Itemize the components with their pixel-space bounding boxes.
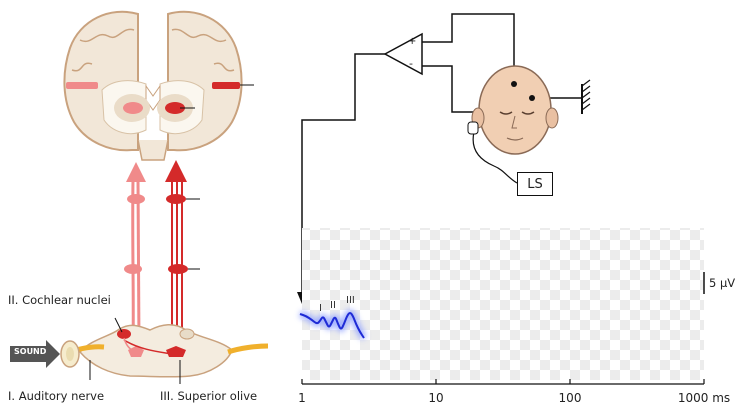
auditory-nerve-label: I. Auditory nerve [8,389,105,403]
axis-tick-label: 1000 ms [677,391,731,405]
dark-relay-2 [168,264,188,274]
ground-icon [581,79,591,111]
loudspeaker-box: LS [517,172,553,196]
axis-tick-label: 100 [558,391,582,405]
light-relay-2 [124,264,142,274]
peak-label-2: II [330,300,336,311]
light-relay-1 [127,194,145,204]
right-mgn [165,102,185,114]
scale-bar-label: 5 µV [709,276,736,290]
amp-minus-label: - [409,57,413,70]
cochlear-nucleus-right [179,328,195,340]
cochlear-nucleus-left [117,329,131,339]
sound-label: SOUND [14,347,47,356]
amp-plus-label: + [408,36,417,47]
brainstem-section [60,317,269,384]
right-auditory-cortex [212,82,240,89]
sound-arrow-icon [10,340,60,368]
patient-head-icon [467,65,559,155]
ground-electrode [529,95,535,101]
amplifier-icon [383,32,423,76]
waveform-plot-area [302,228,704,380]
cochlear-nuclei-label: II. Cochlear nuclei [8,293,111,307]
vertex-electrode [511,81,517,87]
axis-tick-label: 1 [298,391,306,405]
dark-relay-1 [166,194,186,204]
left-auditory-cortex [66,82,98,89]
peak-label-3: III [346,295,355,306]
abr-waveform [299,312,365,339]
earphone-icon [467,121,479,135]
auditory-pathway [124,160,200,346]
superior-olive-label: III. Superior olive [160,389,258,403]
brain-coronal-section [63,10,254,161]
axis-tick-label: 10 [428,391,444,405]
peak-label-1: I [319,303,322,314]
left-mgn [123,102,143,114]
